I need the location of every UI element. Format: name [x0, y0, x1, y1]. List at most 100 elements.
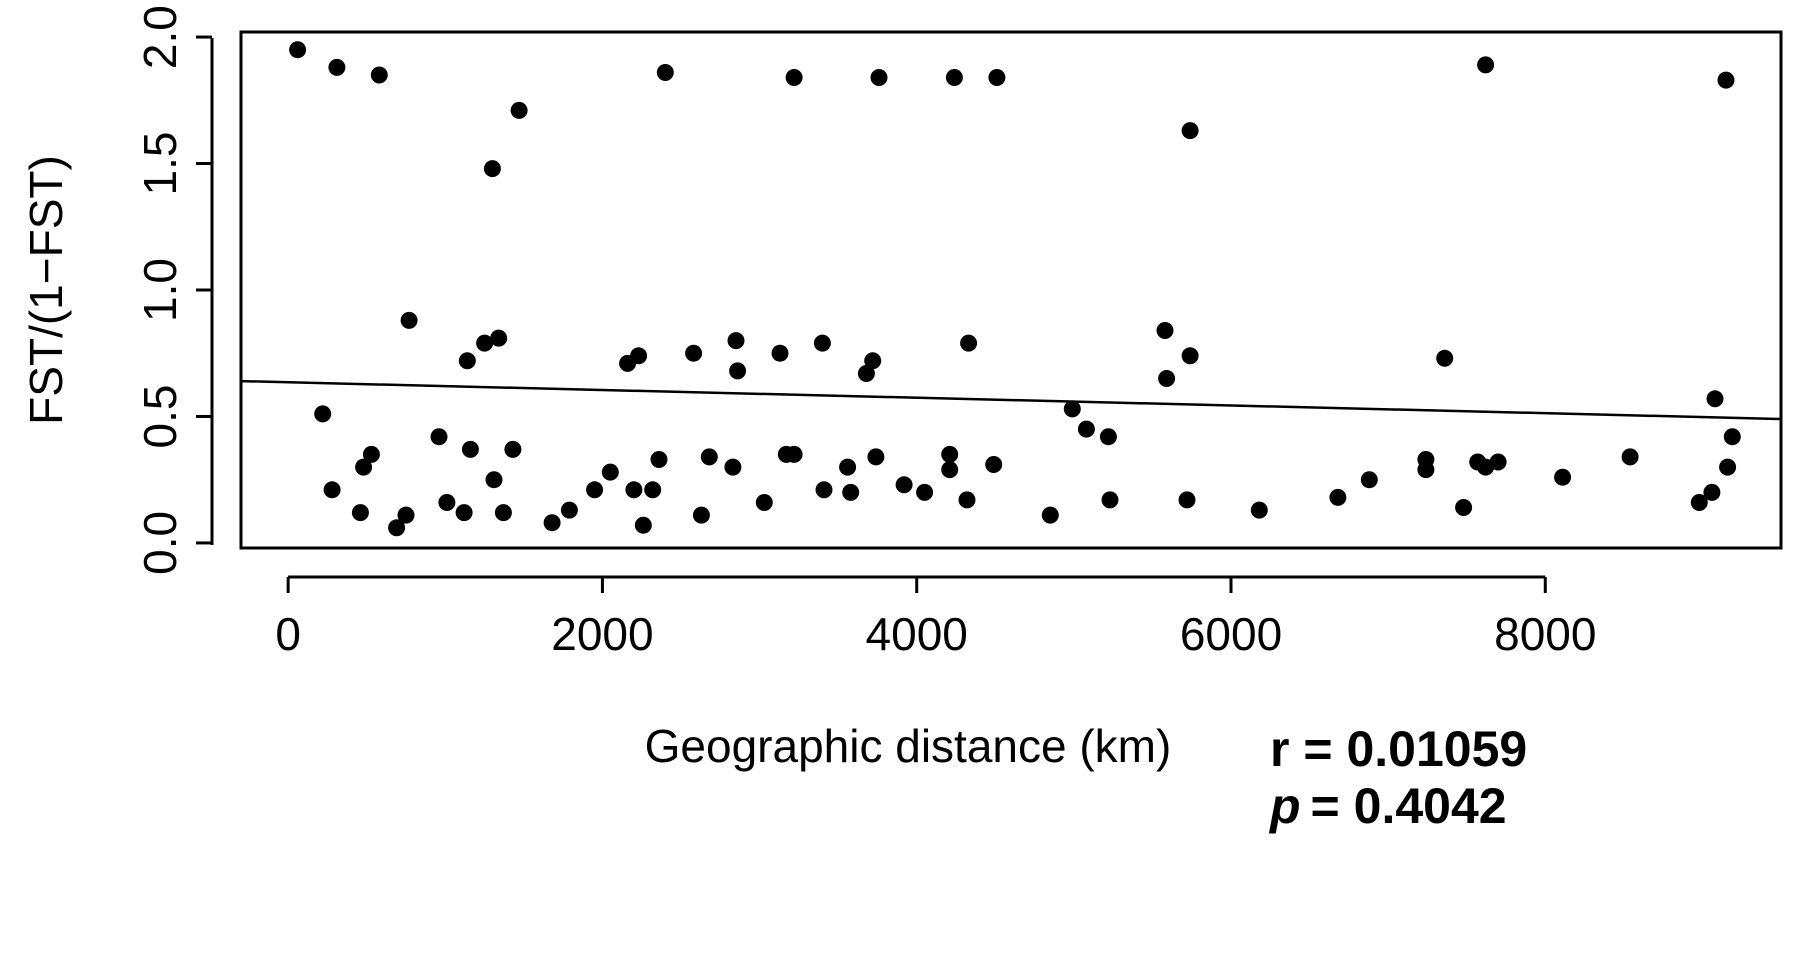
plot-area	[239, 30, 1783, 550]
data-point-84	[1489, 453, 1507, 471]
data-point-80	[1417, 461, 1435, 479]
data-point-55	[692, 506, 710, 524]
data-point-46	[504, 440, 522, 458]
data-point-31	[1706, 390, 1724, 408]
data-points	[289, 41, 1741, 537]
data-point-67	[941, 445, 959, 463]
data-point-53	[644, 481, 662, 499]
y-axis-ticks: 0.0 0.5 1.0 1.5 2.0	[134, 5, 212, 575]
p-value: = 0.4042	[1311, 778, 1507, 834]
data-point-32	[1063, 400, 1081, 418]
data-point-69	[958, 491, 976, 509]
data-point-33	[314, 405, 332, 423]
data-point-43	[461, 440, 479, 458]
data-point-51	[625, 481, 643, 499]
correlation-r-label: r = 0.01059	[1270, 721, 1527, 777]
data-point-11	[1477, 56, 1495, 74]
data-point-14	[458, 352, 476, 370]
data-point-64	[867, 448, 885, 466]
data-point-56	[700, 448, 718, 466]
data-point-24	[857, 365, 875, 382]
data-point-45	[494, 504, 512, 522]
data-point-63	[842, 483, 860, 501]
y-tick-label-2: 1.0	[134, 258, 186, 322]
data-point-3	[510, 101, 528, 119]
data-point-38	[388, 519, 406, 537]
x-tick-label-2: 4000	[866, 608, 968, 660]
data-point-44	[485, 471, 503, 489]
x-tick-label-3: 6000	[1180, 608, 1282, 660]
data-point-4	[483, 160, 501, 178]
data-point-65	[895, 476, 913, 494]
y-tick-label-3: 1.5	[134, 132, 186, 196]
data-point-7	[870, 69, 888, 86]
data-point-54	[650, 451, 668, 468]
data-point-12	[1717, 71, 1735, 89]
data-point-18	[630, 347, 648, 365]
x-tick-label-1: 2000	[551, 608, 653, 660]
data-point-61	[815, 481, 833, 499]
data-point-30	[1436, 349, 1454, 367]
data-point-90	[1723, 428, 1741, 446]
data-point-39	[397, 506, 415, 524]
p-value-label: p = 0.4042	[1268, 778, 1507, 834]
data-point-89	[1719, 458, 1737, 476]
x-axis-title: Geographic distance (km)	[645, 720, 1172, 772]
data-point-60	[785, 445, 803, 463]
data-point-77	[1329, 488, 1347, 506]
data-point-37	[362, 445, 380, 463]
data-point-15	[476, 334, 494, 352]
data-point-66	[916, 483, 934, 501]
data-point-50	[601, 463, 619, 481]
data-point-34	[323, 481, 341, 499]
y-axis-title: FST/(1−FST)	[20, 155, 72, 425]
data-point-78	[1360, 471, 1378, 489]
data-point-25	[864, 352, 882, 370]
data-point-10	[1181, 122, 1199, 140]
data-point-88	[1703, 483, 1721, 501]
data-point-52	[634, 516, 652, 534]
data-point-42	[455, 504, 473, 522]
data-point-1	[328, 58, 346, 76]
data-point-70	[985, 456, 1003, 473]
data-point-26	[960, 334, 978, 352]
x-axis-ticks: 0 2000 4000 6000 8000	[275, 577, 1596, 660]
data-point-2	[370, 66, 388, 84]
data-point-36	[355, 458, 373, 476]
y-tick-label-1: 0.5	[134, 385, 186, 449]
data-point-40	[430, 428, 448, 446]
data-point-74	[1101, 491, 1119, 509]
data-point-49	[586, 481, 604, 499]
data-point-81	[1455, 499, 1473, 516]
data-point-58	[755, 494, 773, 511]
data-point-72	[1077, 420, 1095, 438]
data-point-68	[941, 461, 959, 479]
data-point-27	[1156, 322, 1174, 339]
y-tick-label-4: 2.0	[134, 5, 186, 69]
data-point-9	[988, 69, 1006, 86]
x-tick-label-0: 0	[275, 608, 301, 660]
regression-line	[240, 379, 1782, 421]
data-point-20	[727, 332, 745, 350]
data-point-87	[1690, 494, 1708, 511]
data-point-22	[771, 344, 789, 362]
y-axis: 0.0 0.5 1.0 1.5 2.0	[134, 5, 214, 575]
data-point-75	[1178, 491, 1196, 509]
data-point-86	[1621, 448, 1639, 466]
x-axis: 0 2000 4000 6000 8000	[275, 575, 1596, 660]
data-point-57	[724, 458, 742, 476]
data-point-23	[813, 334, 831, 352]
data-point-73	[1099, 428, 1117, 446]
plot-frame	[239, 30, 1783, 550]
data-point-0	[289, 41, 307, 59]
data-point-13	[400, 311, 418, 329]
x-tick-label-4: 8000	[1494, 608, 1596, 660]
data-point-6	[785, 69, 803, 86]
p-symbol: p	[1268, 778, 1301, 834]
data-point-48	[560, 501, 578, 519]
data-point-28	[1158, 370, 1176, 387]
y-tick-label-0: 0.0	[134, 511, 186, 575]
data-point-35	[351, 504, 369, 522]
data-point-47	[543, 514, 561, 532]
